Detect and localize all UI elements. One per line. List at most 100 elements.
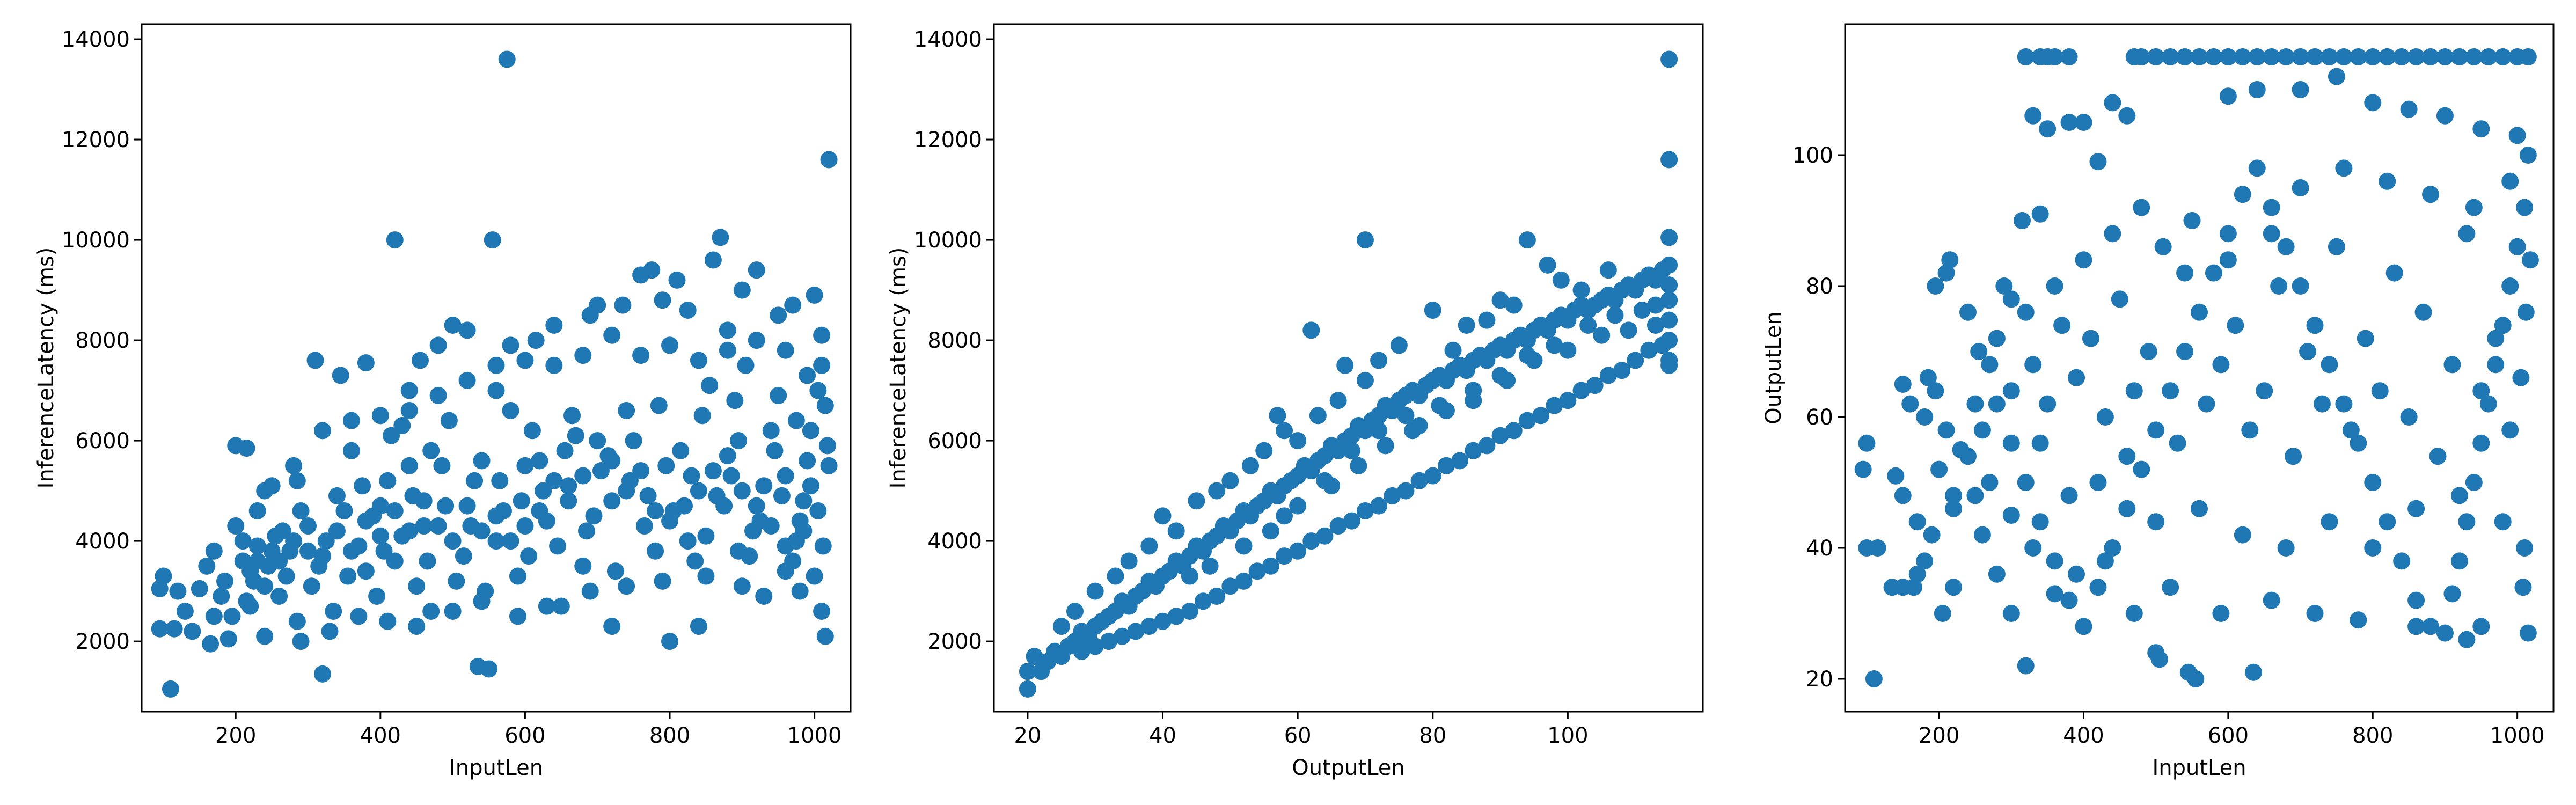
scatter-point [618,482,635,500]
scatter-point [1052,618,1070,635]
scatter-point [375,542,393,560]
scatter-point [1869,539,1886,557]
scatter-point [2263,48,2280,65]
scatter-point [1356,371,1374,389]
x-tick-label: 1000 [2490,723,2545,748]
scatter-point [1370,497,1388,515]
scatter-point [802,477,819,495]
scatter-point [1201,557,1219,575]
y-tick-label: 100 [1792,143,1833,168]
scatter-point [614,296,632,314]
scatter-point [433,457,451,474]
scatter-point [2017,48,2035,65]
scatter-point [1167,608,1185,625]
scatter-point [444,317,462,334]
scatter-point [2422,618,2440,635]
scatter-point [2516,539,2534,557]
scatter-point [263,542,281,560]
scatter-point [574,347,592,364]
scatter-point [1154,507,1172,525]
scatter-point [773,487,791,504]
scatter-point [256,482,274,500]
scatter-point [1970,343,1988,360]
scatter-point [1019,680,1036,698]
scatter-point [2140,343,2157,360]
scatter-point [2512,369,2530,386]
scatter-point [2436,107,2454,125]
scatter-point [787,412,805,429]
scatter-point [2494,513,2512,531]
scatter-point [2371,382,2389,400]
x-tick-label: 800 [649,723,690,748]
scatter-point [806,567,823,585]
scatter-point [342,442,360,459]
scatter-point [1959,303,1977,321]
scatter-point [2436,48,2454,65]
scatter-point [2407,591,2425,609]
scatter-point [2407,618,2425,635]
scatter-point [292,633,310,650]
scatter-point [2248,159,2266,177]
scatter-point [288,612,306,630]
scatter-point [151,580,169,597]
scatter-point [733,482,751,500]
scatter-point [205,542,223,560]
scatter-point [639,487,657,504]
scatter-point [2089,579,2107,596]
scatter-point [2429,448,2447,465]
scatter-point [1927,382,1944,400]
scatter-point [715,497,733,515]
scatter-point [2133,48,2150,65]
scatter-point [400,522,418,540]
scatter-point [1309,407,1327,425]
scatter-point [2111,290,2128,308]
scatter-point [813,326,831,344]
scatter-point [2263,225,2280,243]
scatter-point [1995,277,2013,295]
scatter-point [755,587,773,605]
scatter-point [661,512,679,530]
scatter-point [1916,408,1934,426]
scatter-point [1478,437,1496,455]
scatter-point [2350,611,2367,629]
scatter-point [285,457,303,474]
scatter-point [2024,356,2042,374]
scatter-point [1660,50,1678,68]
scatter-point [2234,526,2251,544]
scatter-point [2494,48,2512,65]
scatter-point [1397,482,1415,500]
scatter-point [191,580,208,597]
scatter-point [2162,579,2179,596]
scatter-point [1181,567,1198,585]
scatter-point [2176,48,2194,65]
scatter-point [1908,565,1926,583]
scatter-point [1646,317,1664,334]
scatter-point [574,467,592,485]
scatter-point [2465,48,2483,65]
scatter-point [603,326,621,344]
scatter-point [419,552,436,570]
scatter-point [2154,238,2172,255]
scatter-point [1465,392,1482,409]
scatter-point [1208,587,1226,605]
scatter-point [1316,527,1334,545]
scatter-point [1660,356,1678,374]
scatter-point [2472,618,2490,635]
scatter-point [520,547,538,565]
scatter-point [2075,114,2092,131]
scatter-point [650,397,668,414]
scatter-point [1275,507,1293,525]
scatter-points [1854,48,2539,687]
scatter-point [2364,48,2382,65]
scatter-point [317,532,335,550]
scatter-point [1465,442,1482,459]
scatter-point [1927,277,1944,295]
scatter-point [480,660,498,678]
scatter-point [2393,48,2411,65]
scatter-point [2219,48,2237,65]
scatter-point [339,567,357,585]
scatter-point [722,467,740,485]
scatter-point [784,296,802,314]
scatter-point [1343,512,1360,530]
scatter-point [2104,225,2121,243]
